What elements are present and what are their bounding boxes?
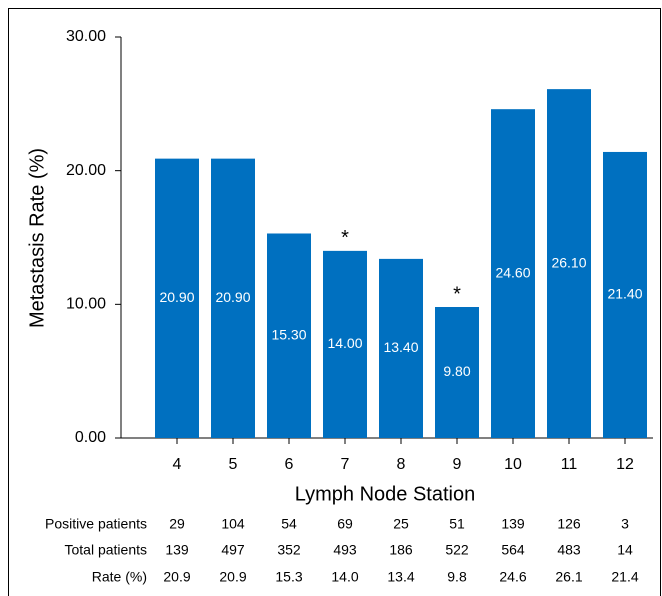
value-label: 14.00 xyxy=(327,335,362,351)
bar-marker: * xyxy=(341,227,349,249)
x-tick-label: 10 xyxy=(504,456,522,473)
value-label: 20.90 xyxy=(215,289,250,305)
x-tick-label: 12 xyxy=(616,456,634,473)
table-cell: 13.4 xyxy=(387,569,414,585)
table-cell: 352 xyxy=(277,542,301,558)
table-cell: 29 xyxy=(169,516,185,532)
table-cell: 497 xyxy=(221,542,245,558)
table-cell: 139 xyxy=(165,542,189,558)
table-cell: 69 xyxy=(337,516,353,532)
y-tick-label: 20.00 xyxy=(66,162,106,179)
table-cell: 24.6 xyxy=(499,569,526,585)
value-label: 13.40 xyxy=(383,339,418,355)
table-cell: 493 xyxy=(333,542,357,558)
y-tick-label: 10.00 xyxy=(66,296,106,313)
table-cell: 104 xyxy=(221,516,245,532)
table-row-label: Total patients xyxy=(65,542,148,558)
table-cell: 54 xyxy=(281,516,297,532)
value-label: 20.90 xyxy=(159,289,194,305)
y-axis-title: Metastasis Rate (%) xyxy=(26,148,48,328)
frame xyxy=(8,8,661,596)
table-cell: 26.1 xyxy=(555,569,582,585)
bar xyxy=(379,258,423,438)
x-tick-label: 9 xyxy=(453,456,462,473)
table-cell: 15.3 xyxy=(275,569,302,585)
table-cell: 9.8 xyxy=(447,569,467,585)
x-axis-title: Lymph Node Station xyxy=(295,483,475,505)
value-label: 24.60 xyxy=(495,264,530,280)
value-label: 15.30 xyxy=(271,326,306,342)
table-cell: 564 xyxy=(501,542,525,558)
bar-marker: * xyxy=(453,283,461,305)
bar xyxy=(603,151,647,438)
bar xyxy=(547,89,591,438)
table-cell: 126 xyxy=(557,516,581,532)
bar xyxy=(323,250,367,438)
table-cell: 21.4 xyxy=(611,569,638,585)
table-cell: 139 xyxy=(501,516,525,532)
y-tick-label: 30.00 xyxy=(66,28,106,45)
x-tick-label: 8 xyxy=(397,456,406,473)
table-cell: 20.9 xyxy=(219,569,246,585)
table-row-label: Rate (%) xyxy=(92,569,147,585)
x-tick-label: 11 xyxy=(561,456,578,473)
table-cell: 186 xyxy=(389,542,413,558)
table-cell: 522 xyxy=(445,542,469,558)
table-cell: 483 xyxy=(557,542,581,558)
bar xyxy=(267,233,311,438)
table-cell: 20.9 xyxy=(163,569,190,585)
bar xyxy=(155,158,199,439)
table-cell: 3 xyxy=(621,516,629,532)
bar xyxy=(211,158,255,439)
table-cell: 25 xyxy=(393,516,409,532)
value-label: 26.10 xyxy=(551,254,586,270)
x-tick-label: 7 xyxy=(341,456,350,473)
value-label: 21.40 xyxy=(607,286,642,302)
x-tick-label: 5 xyxy=(229,456,238,473)
table-row-label: Positive patients xyxy=(45,516,147,532)
x-tick-label: 6 xyxy=(285,456,294,473)
table-cell: 51 xyxy=(449,516,465,532)
bar xyxy=(435,307,479,438)
value-label: 9.80 xyxy=(443,363,470,379)
table-cell: 14 xyxy=(617,542,633,558)
y-tick-label: 0.00 xyxy=(75,429,106,446)
bar xyxy=(491,109,535,439)
x-tick-label: 4 xyxy=(173,456,182,473)
table-cell: 14.0 xyxy=(331,569,358,585)
